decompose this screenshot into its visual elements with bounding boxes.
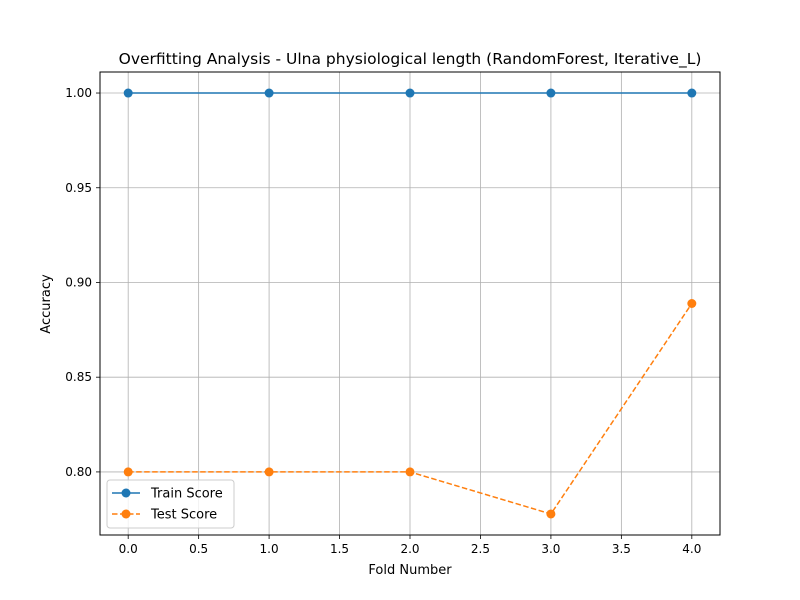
train-score-point: [264, 88, 274, 98]
y-tick-label: 1.00: [65, 86, 92, 100]
legend: Train Score Test Score: [106, 479, 235, 529]
test-score-point: [546, 509, 556, 519]
y-tick-label: 0.90: [65, 275, 92, 289]
x-tick-label: 2.0: [400, 542, 419, 556]
legend-marker: [121, 509, 131, 519]
train-score-point: [546, 88, 556, 98]
series-layer: [123, 88, 697, 519]
x-tick-label: 2.5: [471, 542, 490, 556]
legend-items: Train Score Test Score: [112, 487, 223, 523]
test-score-point: [123, 467, 133, 477]
x-tick-label: 4.0: [682, 542, 701, 556]
legend-label: Train Score: [150, 487, 223, 502]
test-score-point: [687, 299, 697, 308]
y-tick-label: 0.95: [65, 181, 92, 195]
x-tick-label: 3.0: [541, 542, 560, 556]
train-score-point: [123, 88, 133, 98]
x-axis-label: Fold Number: [368, 563, 452, 578]
x-tick-label: 0.5: [189, 542, 208, 556]
y-axis-label: Accuracy: [39, 274, 54, 334]
legend-box: [106, 479, 235, 529]
x-tick-label: 0.0: [119, 542, 138, 556]
x-tick-label: 1.5: [330, 542, 349, 556]
legend-label: Test Score: [150, 508, 217, 523]
legend-item-train-score: Train Score: [112, 487, 223, 502]
test-score-point: [264, 467, 274, 477]
chart-title: Overfitting Analysis - Ulna physiologica…: [119, 50, 702, 69]
legend-item-test-score: Test Score: [112, 508, 217, 523]
axis-ticks: 0.0 0.5 1.0 1.5 2.0 2.5 3.0 3.5 4.0 0.80 0.85 0.90 0…: [65, 86, 701, 556]
x-tick-label: 1.0: [260, 542, 279, 556]
test-score-point: [405, 467, 415, 477]
train-score-point: [405, 88, 415, 98]
legend-marker: [121, 488, 131, 498]
train-score-point: [687, 88, 697, 98]
y-tick-label: 0.85: [65, 370, 92, 384]
x-tick-label: 3.5: [612, 542, 631, 556]
y-tick-label: 0.80: [65, 465, 92, 479]
